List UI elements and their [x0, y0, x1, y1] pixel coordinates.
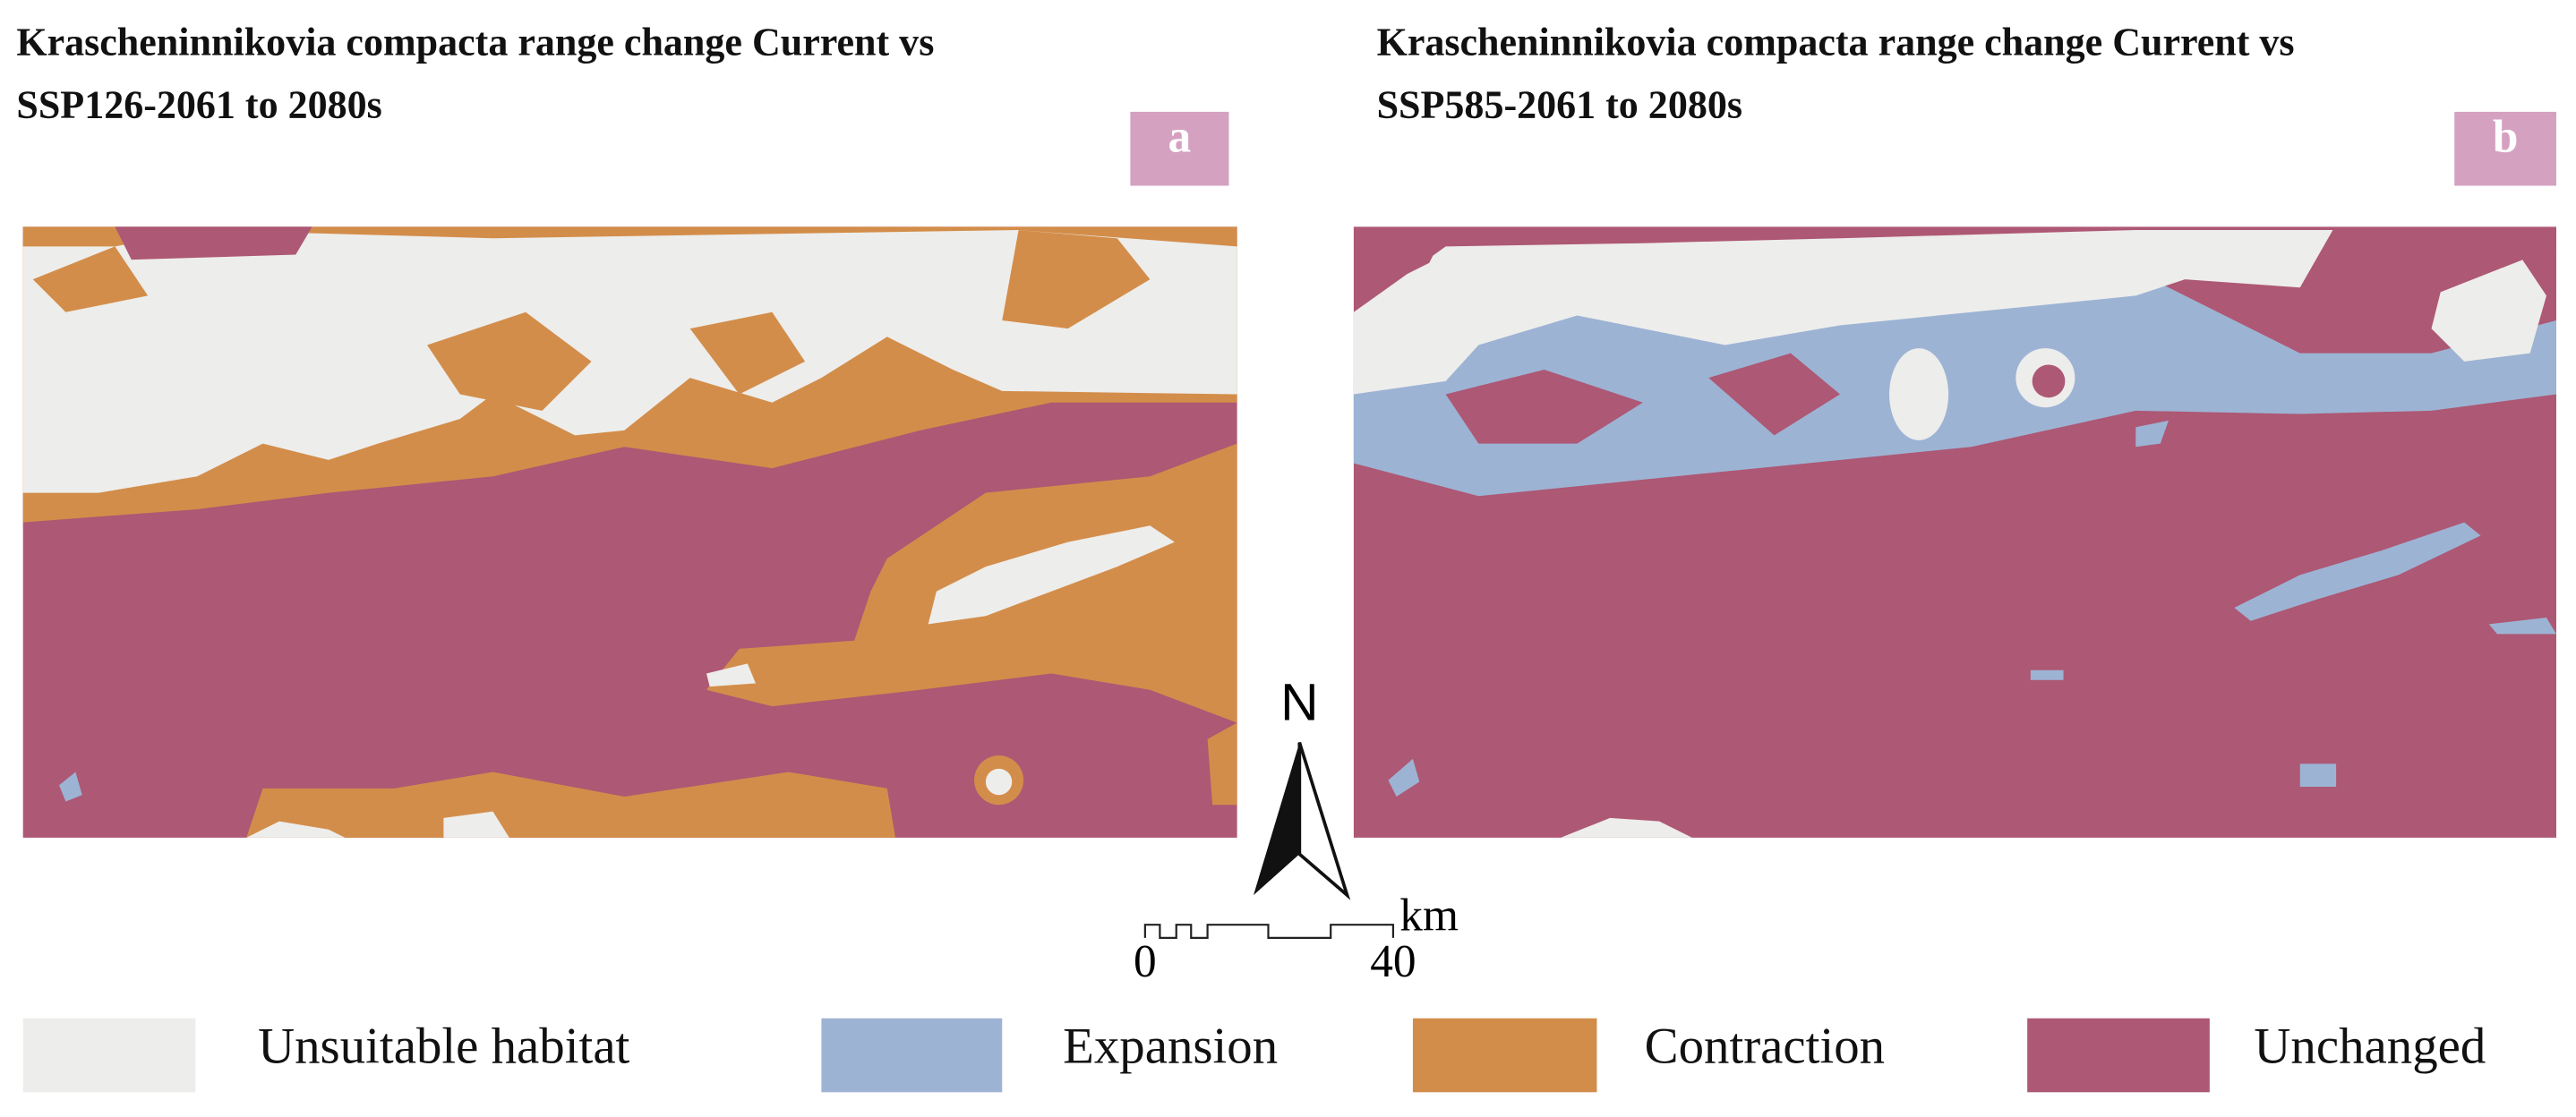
scale-unit: km: [1399, 890, 1459, 941]
north-arrow: [1297, 741, 1351, 900]
unsuitable-area: [1561, 817, 1692, 838]
legend-swatch: [1412, 1018, 1597, 1093]
unsuitable-area: [985, 768, 1013, 796]
unchanged-area: [115, 226, 312, 260]
expansion-area: [1388, 758, 1420, 797]
north-arrow: [1253, 742, 1300, 896]
unsuitable-area: [443, 811, 509, 838]
legend-label: Expansion: [1063, 1018, 1278, 1074]
panel-label-box: [2454, 111, 2556, 186]
panel-title: Krascheninnikovia compacta range change …: [1377, 21, 2295, 64]
contraction-area: [246, 772, 895, 838]
expansion-area: [2299, 763, 2337, 788]
unchanged-area: [2299, 230, 2556, 329]
contraction-area: [1002, 230, 1151, 329]
contraction-area: [427, 311, 592, 411]
expansion-area: [2030, 669, 2064, 680]
expansion-area: [59, 772, 82, 802]
map-b: [1353, 226, 2556, 838]
panel-label: a: [1168, 112, 1192, 163]
legend-swatch: [2027, 1018, 2210, 1093]
expansion-area: [2488, 618, 2556, 635]
map-a: [22, 226, 1237, 838]
panel-label-box: [1130, 111, 1229, 186]
unsuitable-area: [1889, 348, 1949, 440]
unchanged-area: [1353, 230, 1446, 296]
scale-label: 0: [1134, 936, 1157, 987]
contraction-area: [1207, 722, 1237, 806]
legend-label: Unchanged: [2254, 1018, 2486, 1074]
unsuitable-area: [706, 663, 757, 687]
legend: Unsuitable habitat Expansion Contraction Un…: [22, 1018, 2486, 1093]
legend-label: Unsuitable habitat: [258, 1018, 629, 1074]
expansion-area: [2135, 420, 2169, 448]
panel-title: SSP126-2061 to 2080s: [16, 82, 381, 126]
panel-title: SSP585-2061 to 2080s: [1377, 82, 1742, 126]
legend-swatch: [22, 1018, 196, 1093]
legend-label: Contraction: [1645, 1018, 1885, 1074]
contraction-area: [689, 311, 806, 395]
scale-bar: [1143, 924, 1395, 939]
north-label: N: [1280, 674, 1318, 732]
unsuitable-area: [928, 525, 1175, 625]
unsuitable-area: [22, 230, 1237, 493]
expansion-area: [2234, 522, 2481, 621]
contraction-area: [32, 246, 149, 312]
unsuitable-area: [1353, 230, 2333, 395]
scale-label: 40: [1370, 936, 1416, 987]
panel-label: b: [2493, 112, 2519, 163]
panel-title: Krascheninnikovia compacta range change …: [16, 21, 934, 64]
legend-swatch: [821, 1018, 1003, 1093]
unchanged-area: [1708, 353, 1840, 436]
unchanged-area: [2032, 364, 2066, 398]
unchanged-area: [1445, 369, 1643, 444]
